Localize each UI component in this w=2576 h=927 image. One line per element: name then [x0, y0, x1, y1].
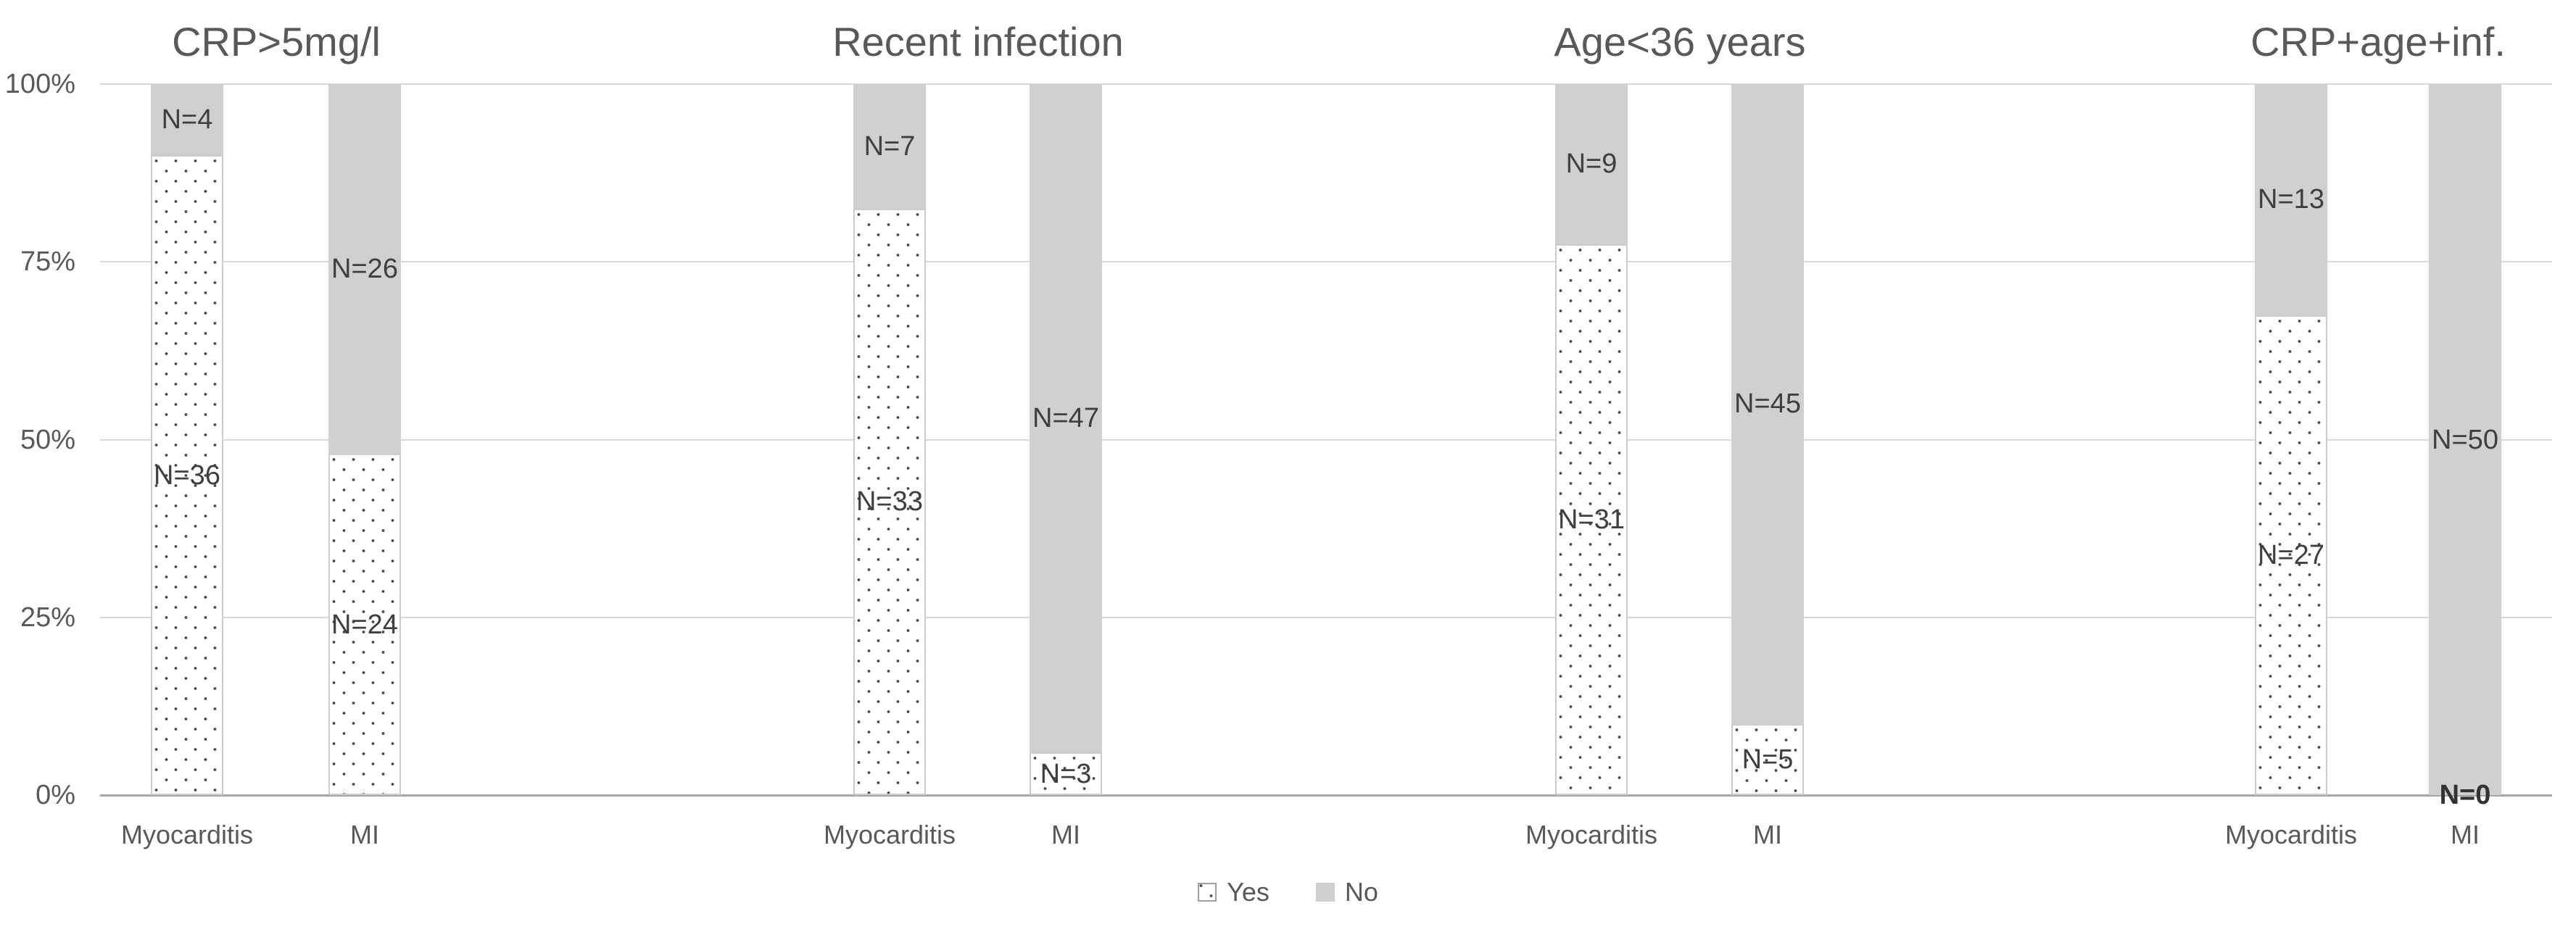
bar-segment-no [2429, 84, 2501, 795]
bar-segment-no [853, 84, 926, 209]
bar-segment-no [328, 84, 401, 454]
group-title: CRP+age+inf. [2250, 19, 2506, 65]
x-axis-label: MI [1051, 820, 1080, 849]
legend: Yes No [0, 876, 2576, 909]
legend-swatch-no-gray [1315, 883, 1335, 902]
bar-segment-yes [328, 454, 401, 795]
bar-segment-no [151, 84, 223, 155]
segment-label-no: N=45 [1734, 388, 1801, 419]
gridline-50pct [100, 439, 2552, 441]
bar-segment-no [1731, 84, 1804, 724]
bar-segment-no [1030, 84, 1102, 752]
x-axis-label: Myocarditis [2224, 820, 2358, 849]
bar-segment-yes [1731, 724, 1804, 795]
segment-label-no: N=47 [1032, 403, 1099, 433]
legend-item-no: No [1315, 876, 1378, 909]
bar-segment-no [1555, 84, 1628, 244]
bar-segment-yes [1555, 244, 1628, 795]
x-axis-label: MI [350, 820, 379, 849]
y-tick-label-75pct: 75% [20, 246, 75, 277]
group-title: Age<36 years [1554, 19, 1806, 65]
x-axis-label: MI [2451, 820, 2480, 849]
group-title: Recent infection [832, 19, 1124, 65]
segment-label-yes: N=36 [154, 460, 220, 491]
y-tick-label-100pct: 100% [4, 69, 75, 99]
x-axis-label: Myocarditis [1525, 820, 1658, 849]
gridline-100pct [100, 83, 2552, 85]
segment-label-no: N=7 [864, 131, 916, 162]
y-tick-label-25pct: 25% [20, 602, 75, 633]
bar-segment-no [2255, 84, 2327, 315]
segment-label-yes: N=31 [1558, 504, 1625, 535]
x-axis-label: Myocarditis [823, 820, 956, 849]
group-title: CRP>5mg/l [172, 19, 381, 65]
segment-label-yes: N=3 [1040, 759, 1092, 789]
segment-label-yes: N=27 [2258, 540, 2324, 570]
y-tick-label-0pct: 0% [36, 780, 75, 810]
segment-label-yes: N=5 [1742, 744, 1794, 775]
bar-segment-yes [151, 155, 223, 795]
x-axis-line [100, 794, 2552, 797]
y-tick-label-50pct: 50% [20, 425, 75, 455]
segment-label-no: N=26 [331, 254, 398, 284]
bar-segment-yes [853, 209, 926, 795]
x-axis-label: Myocarditis [120, 820, 254, 849]
legend-item-yes: Yes [1198, 876, 1270, 909]
segment-label-no: N=9 [1565, 149, 1618, 179]
legend-label-no: No [1344, 877, 1378, 907]
x-axis-label: MI [1753, 820, 1782, 849]
segment-label-no: N=50 [2432, 425, 2498, 455]
legend-label-yes: Yes [1227, 877, 1270, 907]
segment-label-yes: N=24 [331, 610, 398, 640]
segment-label-no: N=4 [161, 104, 213, 135]
segment-label-no: N=13 [2258, 184, 2324, 215]
segment-label-yes: N=0 [2439, 780, 2491, 810]
gridline-25pct [100, 617, 2552, 618]
legend-swatch-yes-dotted [1198, 883, 1217, 902]
gridline-75pct [100, 261, 2552, 262]
bar-segment-yes [1030, 752, 1102, 795]
bar-segment-yes [2255, 315, 2327, 795]
segment-label-yes: N=33 [856, 486, 923, 517]
